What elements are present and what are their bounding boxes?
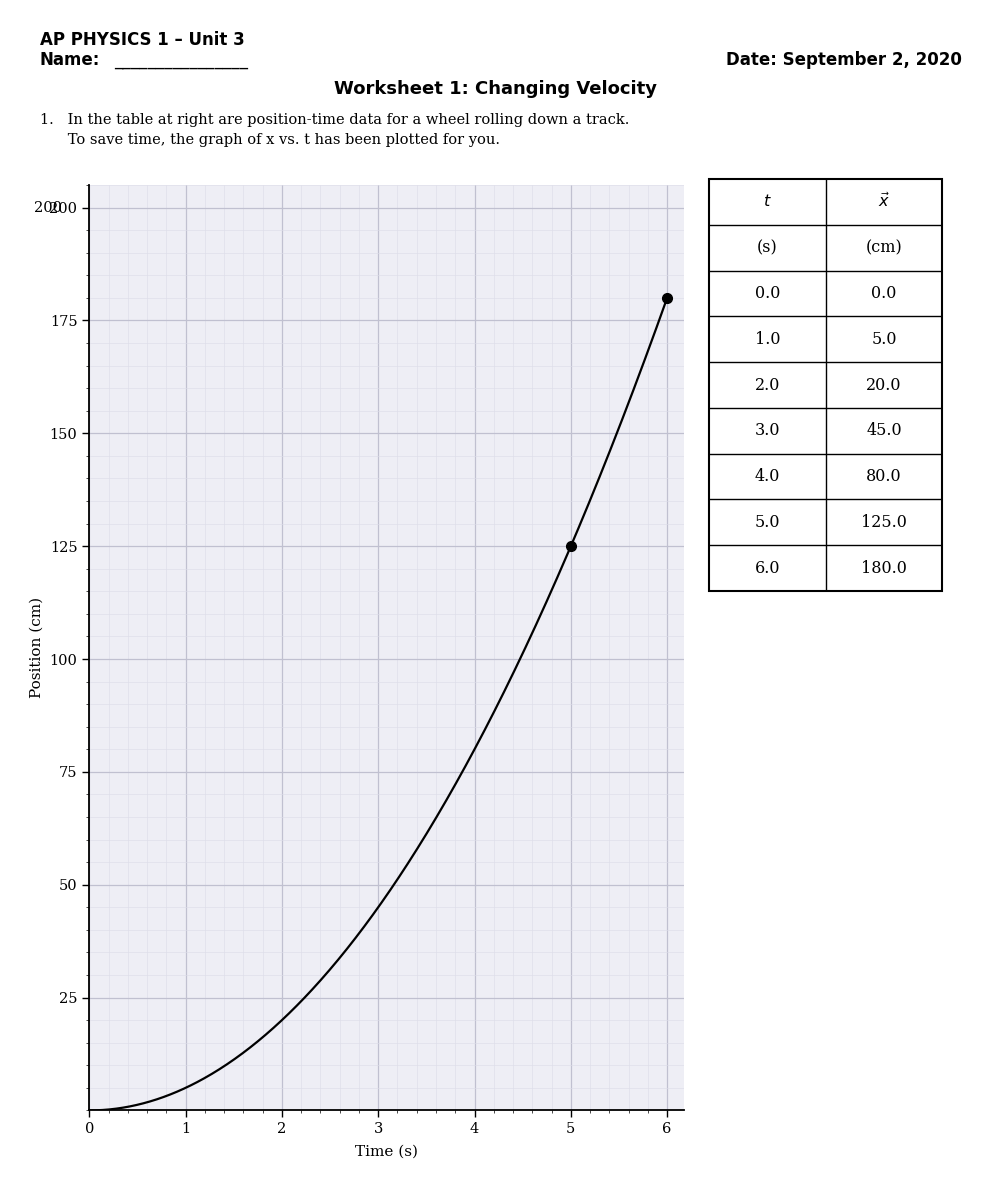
Text: 1.0: 1.0 (755, 331, 781, 347)
Text: 0.0: 0.0 (871, 285, 897, 302)
Text: $t$: $t$ (763, 193, 772, 210)
Text: 200: 200 (35, 201, 62, 215)
Text: 0.0: 0.0 (755, 285, 781, 302)
Text: To save time, the graph of x vs. t has been plotted for you.: To save time, the graph of x vs. t has b… (40, 133, 500, 147)
X-axis label: Time (s): Time (s) (355, 1145, 419, 1158)
Text: ________________: ________________ (114, 51, 248, 69)
Text: 20.0: 20.0 (866, 376, 902, 394)
Text: Name:: Name: (40, 51, 100, 69)
Text: (s): (s) (757, 239, 778, 257)
Text: 1.   In the table at right are position-time data for a wheel rolling down a tra: 1. In the table at right are position-ti… (40, 113, 629, 128)
Text: 5.0: 5.0 (871, 331, 897, 347)
Text: 180.0: 180.0 (861, 560, 907, 577)
Text: 3.0: 3.0 (755, 423, 781, 439)
Text: 4.0: 4.0 (755, 468, 781, 485)
Text: 80.0: 80.0 (866, 468, 902, 485)
Text: Worksheet 1: Changing Velocity: Worksheet 1: Changing Velocity (334, 80, 658, 98)
Text: 5.0: 5.0 (755, 513, 781, 531)
Text: AP PHYSICS 1 – Unit 3: AP PHYSICS 1 – Unit 3 (40, 31, 244, 49)
Text: (cm): (cm) (866, 239, 903, 257)
Text: 2.0: 2.0 (755, 376, 781, 394)
Text: 125.0: 125.0 (861, 513, 907, 531)
Text: 45.0: 45.0 (866, 423, 902, 439)
Text: 6.0: 6.0 (755, 560, 781, 577)
Text: Date: September 2, 2020: Date: September 2, 2020 (726, 51, 962, 69)
Text: $\vec{x}$: $\vec{x}$ (878, 193, 890, 211)
Y-axis label: Position (cm): Position (cm) (30, 597, 44, 698)
